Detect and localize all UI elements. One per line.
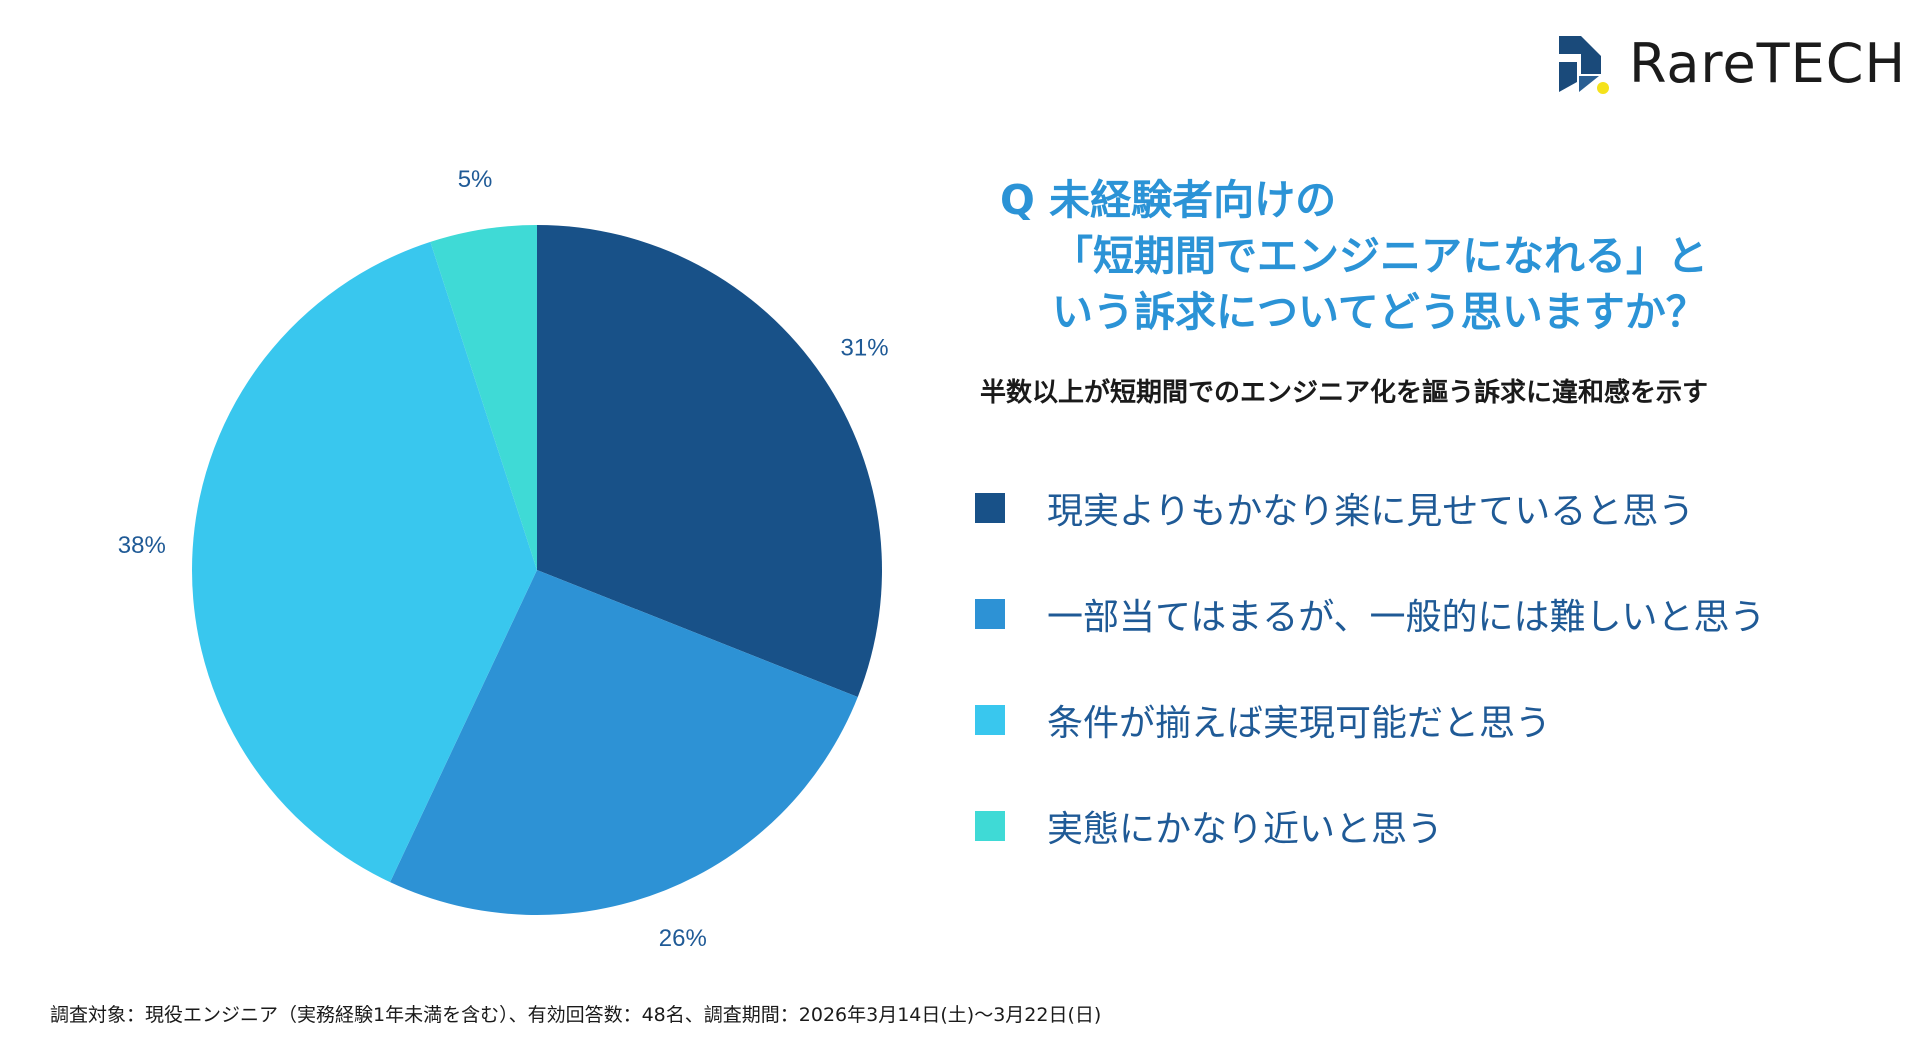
legend-label: 現実よりもかなり楽に見せていると思う [1047, 491, 1695, 532]
slice-data-label: 26% [659, 925, 707, 952]
pie-slice [390, 570, 858, 916]
legend-item: 条件が揃えば実現可能だと思う [975, 667, 1766, 773]
chart-legend: 現実よりもかなり楽に見せていると思う 一部当てはまるが、一般的には難しいと思う … [975, 455, 1766, 879]
legend-swatch [975, 599, 1005, 629]
subtitle: 半数以上が短期間でのエンジニア化を謳う訴求に違和感を示す [980, 378, 1709, 408]
question-line-3: いう訴求についてどう思いますか？ [1052, 288, 1707, 336]
brand-logo: RareTECH [1555, 32, 1906, 96]
slice-data-label: 31% [841, 334, 889, 361]
legend-item: 一部当てはまるが、一般的には難しいと思う [975, 561, 1766, 667]
pie-slice [191, 241, 537, 883]
question-line-2: 「短期間でエンジニアになれる」と [1052, 232, 1708, 280]
legend-label: 条件が揃えば実現可能だと思う [1047, 703, 1552, 744]
legend-swatch [975, 493, 1005, 523]
brand-name: RareTECH [1629, 32, 1907, 95]
legend-label: 実態にかなり近いと思う [1047, 809, 1444, 850]
question-line-1: Q 未経験者向けの [1000, 176, 1337, 224]
pie-slice [537, 225, 883, 698]
legend-swatch [975, 705, 1005, 735]
slice-data-label: 38% [118, 532, 166, 559]
legend-item: 実態にかなり近いと思う [975, 773, 1766, 879]
legend-label: 一部当てはまるが、一般的には難しいと思う [1047, 597, 1766, 638]
legend-swatch [975, 811, 1005, 841]
legend-item: 現実よりもかなり楽に見せていると思う [975, 455, 1766, 561]
pie-slice [430, 225, 537, 570]
slice-data-label: 5% [458, 166, 493, 193]
question-title: Q 未経験者向けの 「短期間でエンジニアになれる」と いう訴求についてどう思いま… [1000, 172, 1708, 340]
pie-chart: 31% 26% 38% 5% [118, 166, 889, 952]
raretech-logo-icon [1559, 36, 1609, 94]
survey-footnote: 調査対象：現役エンジニア（実務経験1年未満を含む）、有効回答数：48名、調査期間… [50, 1004, 1102, 1026]
